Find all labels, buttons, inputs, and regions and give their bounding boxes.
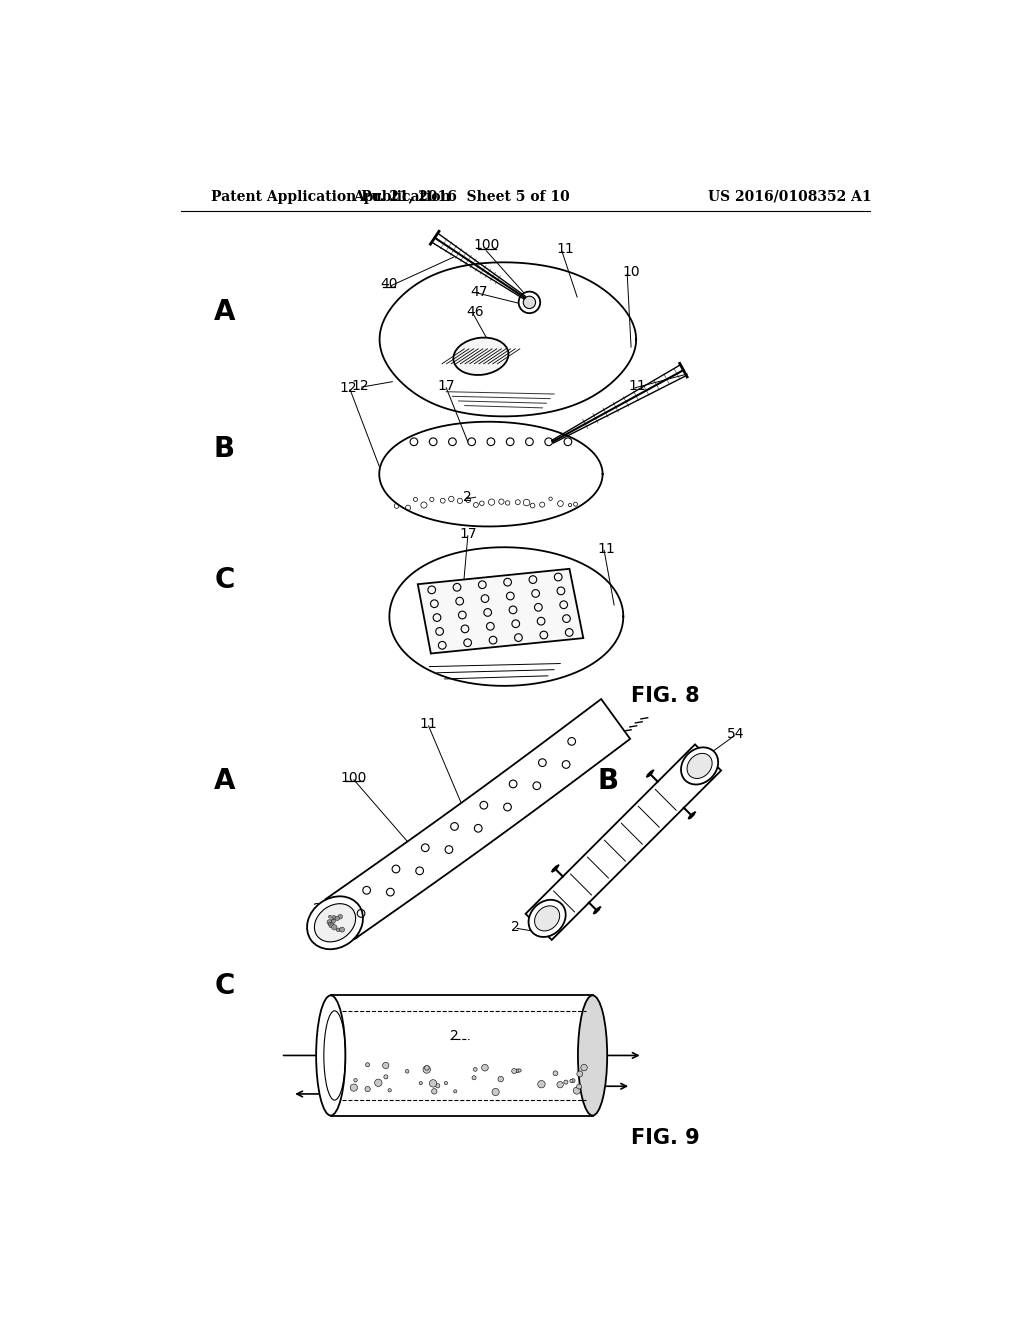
Circle shape [365, 1086, 371, 1092]
Circle shape [388, 1089, 391, 1092]
Circle shape [473, 1068, 477, 1072]
Circle shape [338, 915, 342, 919]
Text: C: C [214, 566, 234, 594]
Circle shape [375, 1080, 382, 1086]
Text: 100: 100 [341, 771, 367, 785]
Text: Patent Application Publication: Patent Application Publication [211, 190, 451, 203]
Circle shape [454, 1090, 457, 1093]
Text: FIG. 9: FIG. 9 [632, 1127, 700, 1148]
Text: 46: 46 [466, 305, 483, 319]
Circle shape [564, 1080, 568, 1084]
Circle shape [553, 1071, 558, 1076]
Text: 40: 40 [381, 277, 398, 290]
Text: B: B [597, 767, 618, 795]
Circle shape [573, 1088, 581, 1094]
Text: FIG. 8: FIG. 8 [632, 686, 700, 706]
Text: 2: 2 [463, 490, 471, 504]
Text: 54: 54 [727, 727, 744, 742]
Text: 47: 47 [471, 285, 488, 298]
Circle shape [431, 1089, 437, 1094]
Circle shape [332, 920, 335, 923]
Text: 12: 12 [351, 379, 369, 392]
Circle shape [472, 1076, 476, 1080]
Circle shape [571, 1078, 575, 1082]
Circle shape [444, 1081, 447, 1085]
Circle shape [538, 1081, 545, 1088]
Text: 2: 2 [511, 920, 520, 933]
Ellipse shape [681, 747, 718, 784]
Text: C: C [214, 972, 234, 1001]
Circle shape [512, 1069, 517, 1073]
Circle shape [492, 1089, 499, 1096]
Ellipse shape [528, 900, 565, 937]
Polygon shape [389, 548, 624, 686]
Text: 12: 12 [309, 929, 327, 942]
Circle shape [383, 1063, 389, 1069]
Circle shape [366, 1063, 370, 1067]
Circle shape [518, 1069, 521, 1072]
Circle shape [569, 1080, 573, 1082]
Circle shape [515, 1069, 519, 1073]
Ellipse shape [314, 904, 355, 942]
Polygon shape [331, 995, 593, 1115]
Circle shape [327, 920, 332, 924]
Circle shape [340, 927, 344, 932]
Circle shape [329, 915, 332, 919]
Text: Apr. 21, 2016  Sheet 5 of 10: Apr. 21, 2016 Sheet 5 of 10 [353, 190, 570, 203]
Circle shape [329, 923, 331, 925]
Circle shape [429, 1080, 437, 1088]
Text: 11: 11 [629, 379, 646, 393]
Text: 10: 10 [623, 265, 640, 280]
Circle shape [384, 1074, 388, 1078]
Ellipse shape [454, 338, 509, 375]
Ellipse shape [687, 754, 712, 779]
Circle shape [518, 292, 541, 313]
Polygon shape [379, 421, 602, 527]
Text: 12: 12 [340, 381, 357, 395]
Circle shape [557, 1081, 563, 1088]
Circle shape [335, 916, 339, 920]
Circle shape [423, 1065, 430, 1073]
Circle shape [332, 924, 337, 931]
Circle shape [419, 1081, 422, 1085]
Text: US 2016/0108352 A1: US 2016/0108352 A1 [708, 190, 871, 203]
Text: B: B [214, 436, 236, 463]
Text: 3: 3 [351, 928, 359, 941]
Circle shape [581, 1064, 588, 1071]
Ellipse shape [316, 995, 345, 1115]
Circle shape [353, 1078, 357, 1082]
Text: 11: 11 [598, 541, 615, 556]
Circle shape [425, 1065, 429, 1071]
Circle shape [498, 1076, 504, 1082]
Circle shape [577, 1084, 582, 1089]
Circle shape [331, 919, 335, 923]
Circle shape [329, 923, 334, 928]
Polygon shape [525, 744, 721, 940]
Polygon shape [418, 569, 584, 653]
Text: 17: 17 [437, 379, 455, 393]
Circle shape [577, 1071, 583, 1077]
Text: 100: 100 [473, 239, 500, 252]
Ellipse shape [535, 906, 560, 931]
Text: 11: 11 [557, 243, 574, 256]
Polygon shape [380, 263, 636, 416]
Circle shape [337, 928, 340, 932]
Circle shape [406, 1069, 409, 1073]
Text: A: A [214, 298, 236, 326]
Circle shape [435, 1084, 440, 1088]
Circle shape [350, 1084, 357, 1092]
Ellipse shape [578, 995, 607, 1115]
Ellipse shape [307, 896, 362, 949]
Polygon shape [326, 700, 630, 939]
Text: 2: 2 [450, 1030, 459, 1043]
Text: A: A [214, 767, 236, 795]
Circle shape [481, 1064, 488, 1071]
Text: 2: 2 [313, 902, 322, 916]
Circle shape [333, 915, 336, 919]
Text: 11: 11 [420, 717, 437, 731]
Circle shape [523, 296, 536, 309]
Text: 17: 17 [459, 527, 476, 541]
